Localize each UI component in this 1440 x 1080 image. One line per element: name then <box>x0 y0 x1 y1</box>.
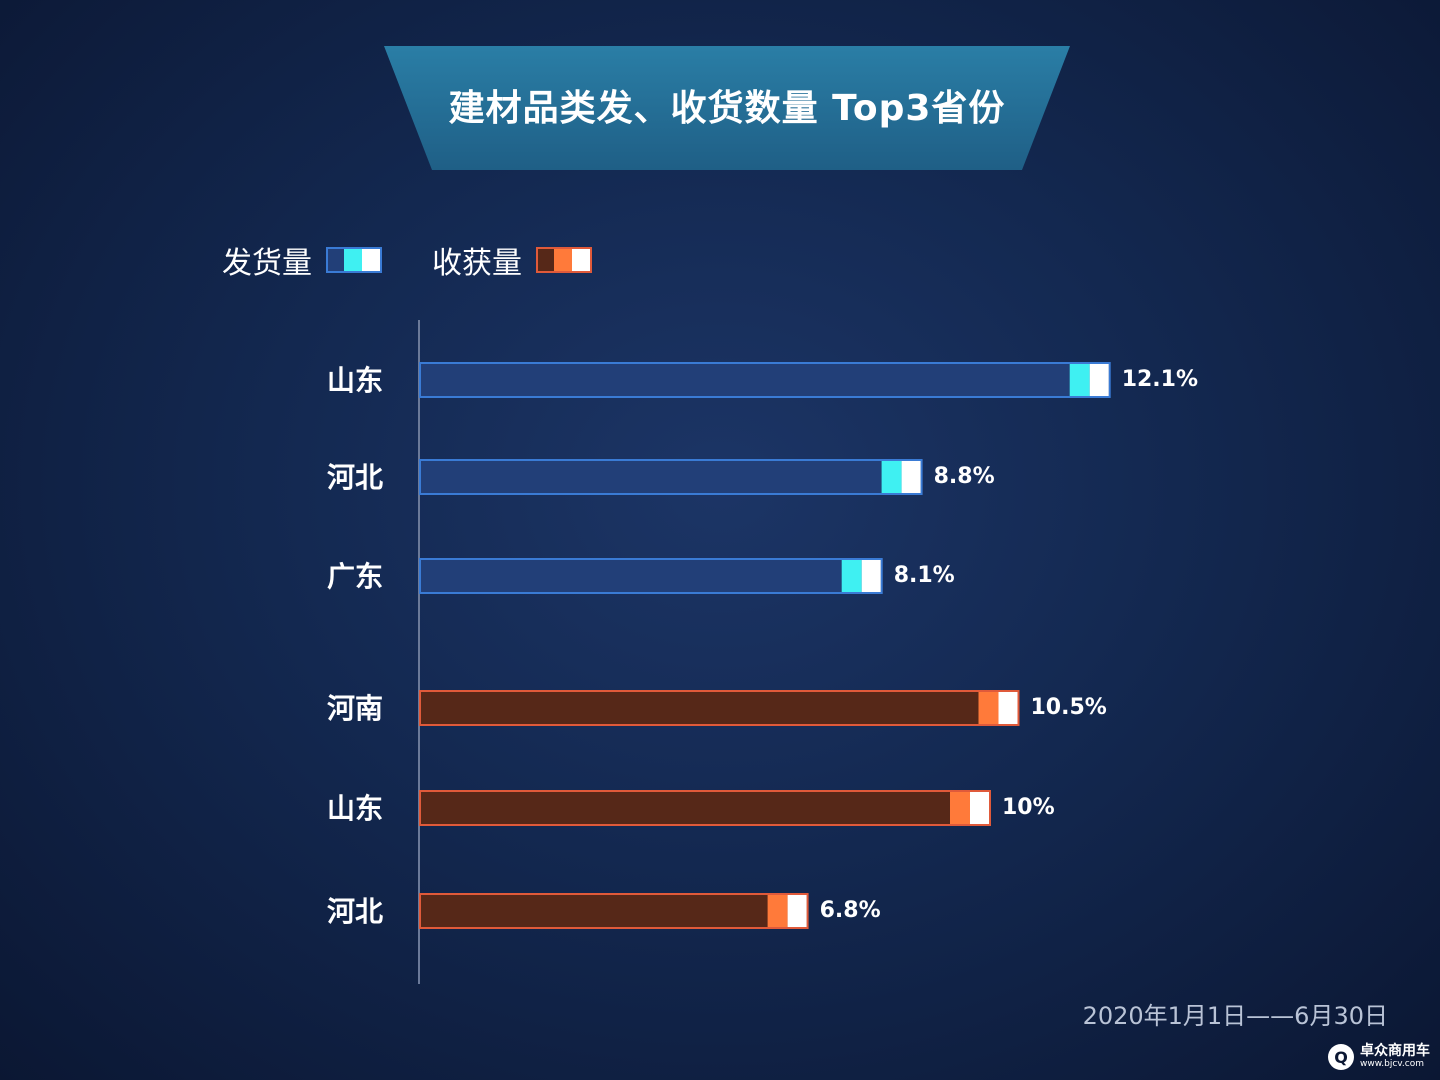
category-label: 广东 <box>327 560 383 593</box>
bar-end-cap <box>998 692 1018 724</box>
bar-accent <box>1069 364 1090 396</box>
chart-title: 建材品类发、收货数量 Top3省份 <box>448 88 1006 129</box>
y-axis-line <box>418 320 420 984</box>
category-label: 山东 <box>327 364 383 397</box>
legend-label-receipt: 收获量 <box>432 246 522 281</box>
title-banner <box>384 46 1070 170</box>
watermark-name: 卓众商用车 <box>1360 1043 1430 1060</box>
data-label: 8.8% <box>934 464 995 489</box>
legend-item-shipment: 发货量 <box>222 240 382 281</box>
bar-accent <box>978 692 999 724</box>
category-label: 河北 <box>327 461 383 494</box>
bar-accent <box>767 895 788 927</box>
bar-accent <box>950 792 970 824</box>
legend-label-shipment: 发货量 <box>222 246 312 281</box>
bar-end-cap <box>901 461 921 493</box>
bar-accent <box>841 560 862 592</box>
bar <box>419 690 1020 726</box>
watermark-logo-icon: Q <box>1328 1044 1354 1070</box>
bar-end-cap <box>970 792 989 824</box>
bar <box>419 790 991 826</box>
bar-end-cap <box>1089 364 1109 396</box>
data-label: 10% <box>1002 795 1055 820</box>
date-range: 2020年1月1日——6月30日 <box>1082 1002 1388 1030</box>
legend-swatch-receipt <box>536 247 592 273</box>
data-label: 6.8% <box>820 898 881 923</box>
bar <box>419 558 883 594</box>
category-label: 河北 <box>327 895 383 928</box>
data-label: 12.1% <box>1122 367 1198 392</box>
bar <box>419 362 1111 398</box>
watermark-url: www.bjcv.com <box>1360 1058 1424 1069</box>
bar-end-cap <box>861 560 881 592</box>
legend-swatch-shipment <box>326 247 382 273</box>
watermark: Q 卓众商用车 www.bjcv.com <box>1328 1043 1430 1070</box>
data-label: 8.1% <box>894 563 955 588</box>
bar-end-cap <box>787 895 807 927</box>
data-label: 10.5% <box>1031 695 1107 720</box>
bar <box>419 459 923 495</box>
category-label: 山东 <box>327 792 383 825</box>
bar-accent <box>881 461 902 493</box>
legend-item-receipt: 收获量 <box>432 240 592 281</box>
bar <box>419 893 809 929</box>
category-label: 河南 <box>327 692 383 725</box>
